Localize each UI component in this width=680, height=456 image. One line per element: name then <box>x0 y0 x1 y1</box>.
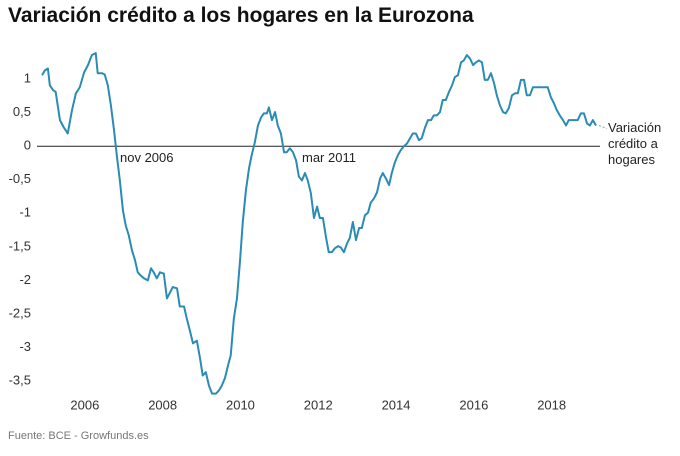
y-tick-label: -3 <box>19 339 31 354</box>
y-tick-label: -2,5 <box>9 305 31 320</box>
y-tick-label: 0,5 <box>13 104 31 119</box>
x-tick-label: 2016 <box>459 397 488 412</box>
series-label: Variación crédito a hogares <box>608 120 662 167</box>
x-tick-label: 2012 <box>304 397 333 412</box>
y-tick-label: 0 <box>24 138 31 153</box>
y-tick-label: -2 <box>19 272 31 287</box>
line-series <box>41 52 597 395</box>
x-tick-label: 2006 <box>70 397 99 412</box>
annotation: nov 2006 <box>120 150 174 165</box>
y-tick-label: -1 <box>19 205 31 220</box>
y-tick-label: 1 <box>24 71 31 86</box>
x-tick-label: 2018 <box>537 397 566 412</box>
source: Fuente: BCE - Growfunds.es <box>8 430 149 442</box>
y-tick-label: -0,5 <box>9 171 31 186</box>
annotation: mar 2011 <box>302 150 356 165</box>
x-tick-label: 2014 <box>382 397 411 412</box>
chart-title: Variación crédito a los hogares en la Eu… <box>8 4 474 27</box>
y-tick-label: -1,5 <box>9 238 31 253</box>
x-tick-label: 2010 <box>226 397 255 412</box>
label-leader <box>598 125 608 129</box>
x-tick-label: 2008 <box>148 397 177 412</box>
y-tick-label: -3,5 <box>9 372 31 387</box>
